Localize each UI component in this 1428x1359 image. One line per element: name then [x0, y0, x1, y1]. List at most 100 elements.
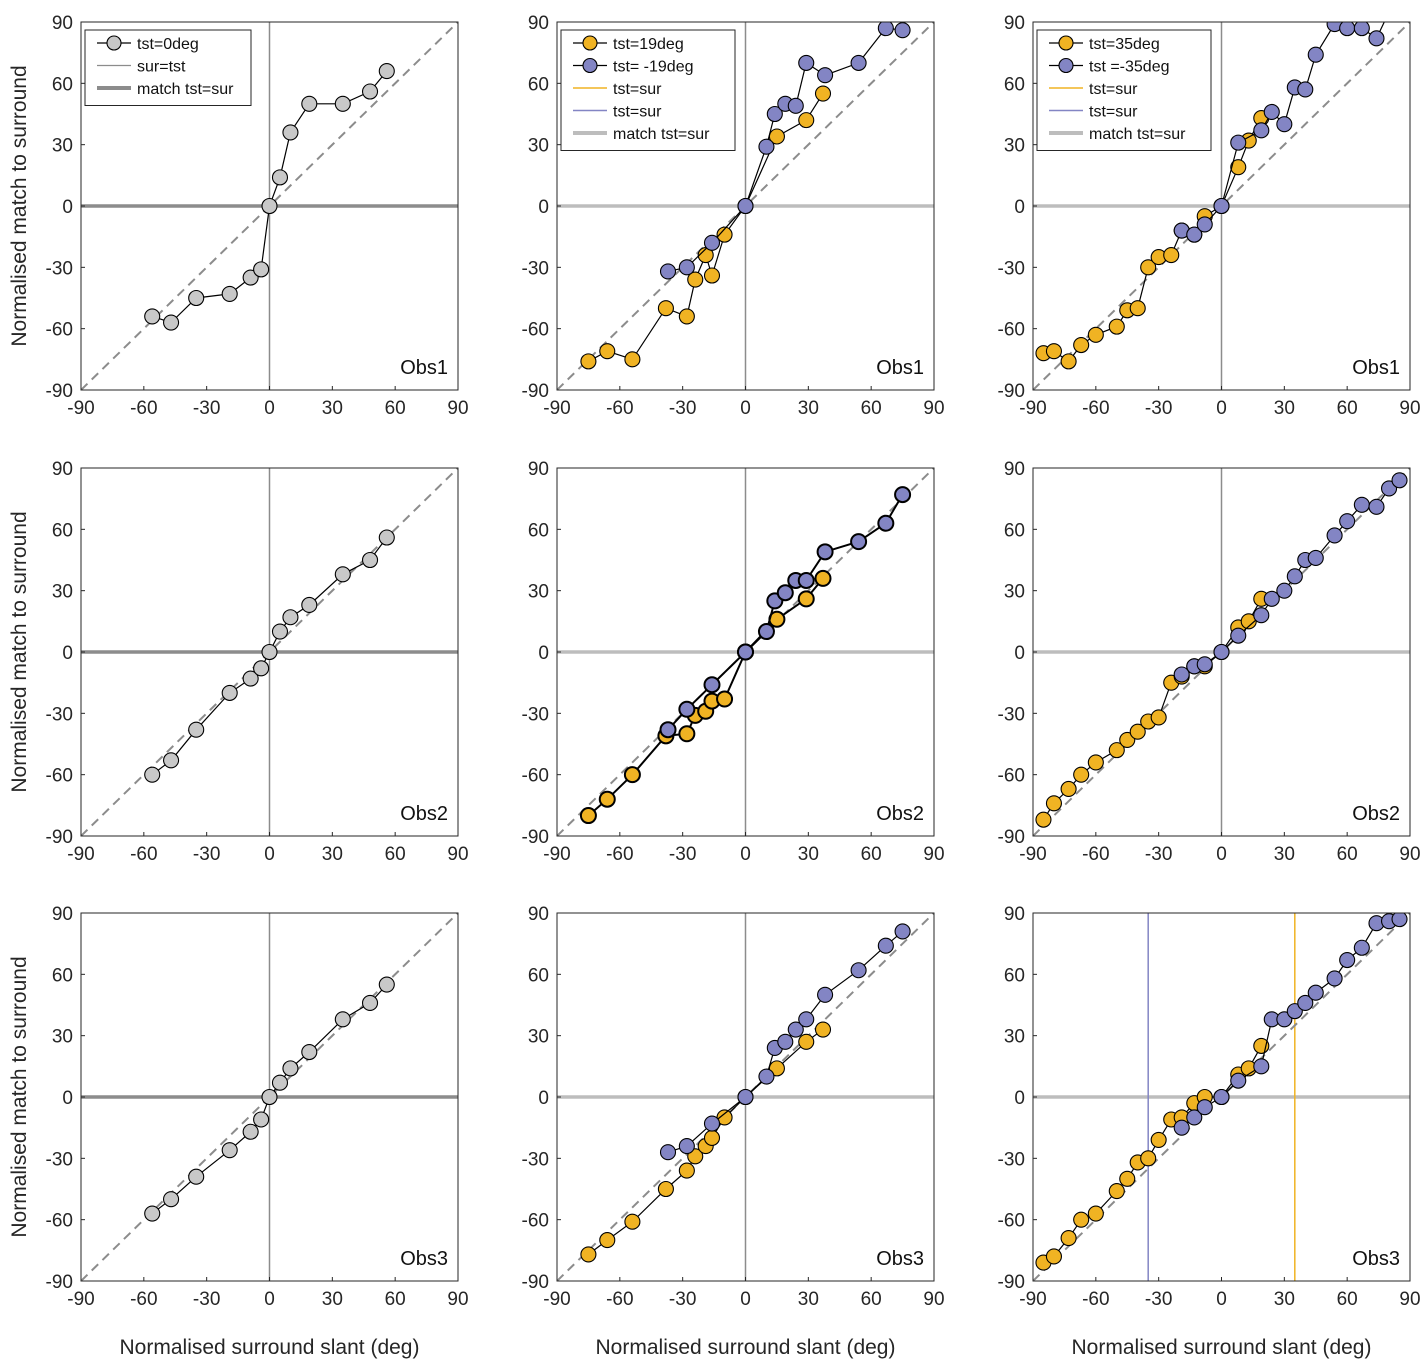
observer-label: Obs3 — [400, 1248, 448, 1270]
data-point — [703, 1115, 721, 1132]
data-point — [253, 660, 270, 677]
data-point — [678, 1138, 695, 1155]
x-tick-label: 0 — [1216, 1289, 1227, 1310]
data-point — [1297, 81, 1314, 98]
x-tick-label: -60 — [130, 398, 157, 419]
data-point — [814, 1021, 832, 1038]
data-point — [1391, 913, 1408, 928]
data-point — [703, 1129, 721, 1146]
data-point — [1045, 795, 1062, 812]
y-tick-label: -90 — [998, 1272, 1025, 1293]
x-tick-label: 30 — [798, 1289, 819, 1310]
series-line-0 — [1043, 117, 1262, 363]
data-point — [301, 596, 318, 614]
data-point — [798, 1033, 815, 1050]
y-axis-label: Normalised match to surround — [8, 511, 31, 792]
data-point — [144, 766, 161, 783]
data-point — [1186, 1109, 1203, 1126]
data-point — [1263, 590, 1280, 607]
data-point — [163, 752, 180, 769]
legend-label: tst=19deg — [613, 36, 684, 53]
data-point — [737, 1088, 754, 1106]
x-tick-label: -90 — [543, 844, 570, 865]
data-point — [163, 1191, 180, 1208]
x-tick-label: -90 — [1019, 398, 1046, 419]
data-point — [1339, 513, 1356, 530]
data-point — [163, 314, 180, 331]
data-point — [282, 1060, 299, 1077]
x-tick-label: 90 — [447, 398, 468, 419]
legend-marker — [1058, 35, 1074, 51]
data-point — [1307, 46, 1324, 63]
x-tick-label: 90 — [1399, 844, 1420, 865]
x-tick-label: 30 — [798, 398, 819, 419]
data-point — [599, 1232, 616, 1249]
data-point — [817, 67, 834, 84]
plot-area — [557, 913, 934, 1281]
y-tick-label: 60 — [52, 520, 73, 541]
y-tick-label: -60 — [522, 320, 549, 341]
data-point — [1253, 1058, 1270, 1075]
data-point — [221, 1142, 238, 1159]
x-tick-label: -60 — [130, 844, 157, 865]
observer-label: Obs2 — [876, 803, 924, 825]
y-tick-label: 60 — [528, 965, 549, 986]
data-point — [361, 551, 379, 569]
plot-area — [557, 22, 934, 390]
data-point — [1230, 627, 1247, 644]
y-tick-label: 0 — [1014, 197, 1025, 218]
x-tick-label: -60 — [1082, 1289, 1109, 1310]
y-tick-label: 0 — [62, 197, 73, 218]
y-tick-label: -60 — [522, 1211, 549, 1232]
x-tick-label: 60 — [1337, 398, 1358, 419]
data-point — [1150, 709, 1167, 726]
x-tick-label: 0 — [1216, 398, 1227, 419]
data-point — [580, 1246, 597, 1263]
data-point — [1230, 134, 1247, 151]
data-point — [1119, 1170, 1136, 1187]
data-point — [301, 95, 318, 112]
data-point — [798, 112, 815, 129]
legend-label: match tst=sur — [1089, 126, 1186, 143]
plot-area — [1033, 913, 1410, 1281]
y-tick-label: -60 — [46, 766, 73, 787]
y-tick-label: 90 — [1004, 459, 1025, 480]
y-tick-label: 90 — [1004, 904, 1025, 925]
data-point — [624, 1213, 641, 1230]
legend-label: tst= -19deg — [613, 59, 694, 76]
data-point — [758, 138, 775, 155]
data-point — [678, 259, 695, 276]
data-point — [1129, 723, 1146, 740]
x-tick-label: 30 — [322, 1289, 343, 1310]
data-point — [776, 584, 794, 602]
data-point — [1353, 22, 1370, 37]
data-point — [378, 63, 395, 80]
legend-label: tst=sur — [613, 104, 662, 121]
data-point — [757, 623, 775, 641]
y-tick-label: -90 — [998, 381, 1025, 402]
data-point — [797, 590, 815, 608]
y-tick-label: 30 — [1004, 582, 1025, 603]
data-point — [188, 289, 205, 307]
y-tick-label: 30 — [528, 1027, 549, 1048]
data-point — [1196, 1099, 1213, 1116]
x-tick-label: 30 — [1274, 1289, 1295, 1310]
data-point — [1196, 656, 1213, 673]
data-point — [758, 1068, 775, 1085]
x-tick-label: -60 — [606, 1289, 633, 1310]
x-tick-label: 60 — [385, 398, 406, 419]
observer-label: Obs2 — [1352, 803, 1400, 825]
data-point — [1140, 259, 1157, 276]
data-point — [1213, 643, 1230, 661]
data-point — [378, 529, 395, 546]
data-point — [850, 54, 867, 71]
x-tick-label: 0 — [740, 1289, 751, 1310]
data-point — [1108, 318, 1125, 335]
x-tick-label: 90 — [923, 398, 944, 419]
y-tick-label: -30 — [998, 704, 1025, 725]
y-tick-label: 0 — [1014, 1088, 1025, 1109]
data-point — [598, 790, 616, 808]
y-tick-label: -60 — [46, 1211, 73, 1232]
legend-label: tst=35deg — [1089, 36, 1160, 53]
